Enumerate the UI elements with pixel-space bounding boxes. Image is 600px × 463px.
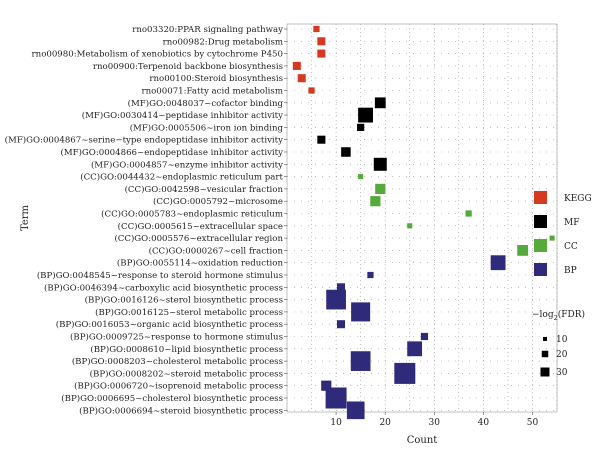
data-point — [549, 235, 555, 241]
term-label: rno00900:Terpenoid backbone biosynthesis — [93, 62, 283, 72]
data-point — [374, 97, 386, 109]
data-point — [336, 283, 346, 292]
term-label: (MF)GO:0004866~endopeptidase inhibitor a… — [60, 147, 283, 158]
term-label: (BP)GO:0055114~oxidation reduction — [117, 258, 284, 269]
term-label: (MF)GO:0004857~enzyme inhibitor activity — [91, 159, 283, 170]
term-label: (BP)GO:0008610~lipid biosynthetic proces… — [90, 344, 283, 355]
data-point — [490, 255, 506, 271]
term-label: (MF)GO:0005506~iron ion binding — [130, 122, 284, 133]
term-label: (MF)GO:0030414~peptidase inhibitor activ… — [82, 110, 283, 121]
term-label: rno00071:Fatty acid metabolism — [141, 87, 283, 97]
legend-swatch-cc — [534, 239, 547, 252]
term-label: (BP)GO:0006695~cholesterol biosynthetic … — [61, 393, 283, 404]
data-point — [375, 183, 386, 194]
legend-swatch-bp — [534, 263, 547, 276]
data-point — [407, 341, 423, 357]
x-axis-ticks: 10 20 30 40 50 — [330, 412, 538, 428]
data-point — [370, 196, 381, 207]
legend-swatch-mf — [534, 215, 547, 228]
data-point — [326, 289, 346, 310]
x-tick-label: 20 — [379, 418, 391, 428]
data-point — [313, 25, 320, 33]
data-point — [373, 157, 387, 171]
term-label: (CC)GO:0044432~endoplasmic reticulum par… — [80, 172, 283, 183]
term-label: (BP)GO:0046394~carboxylic acid biosynthe… — [44, 282, 283, 293]
x-tick-label: 10 — [330, 418, 342, 428]
data-point — [358, 107, 373, 123]
data-point — [351, 302, 371, 322]
term-label: (BP)GO:0016053~organic acid biosynthetic… — [56, 319, 283, 330]
size-legend-label: 20 — [556, 350, 568, 360]
grid — [287, 24, 558, 412]
term-label: (BP)GO:0008202~steroid metabolic process — [90, 368, 283, 379]
term-label: (CC)GO:0000267~cell fraction — [149, 245, 284, 256]
data-point — [346, 401, 365, 420]
term-label: (BP)GO:0006694~steroid biosynthetic proc… — [79, 405, 283, 416]
data-points — [292, 25, 555, 420]
term-label: (BP)GO:0006720~isoprenoid metabolic proc… — [74, 381, 283, 392]
legend-label-bp: BP — [564, 266, 577, 276]
term-label: (MF)GO:0048037~cofactor binding — [128, 98, 284, 109]
size-legend-title: −log2(FDR) — [532, 309, 585, 322]
term-label: (BP)GO:0016126~sterol biosynthetic proce… — [85, 295, 283, 306]
size-legend-marker — [540, 367, 550, 377]
term-label: (CC)GO:0005576~extracellular region — [114, 233, 283, 244]
legend: KEGG MF CC BP −log2(FDR) 10 20 30 — [532, 191, 592, 378]
data-point — [420, 332, 429, 341]
data-point — [317, 49, 326, 58]
data-point — [358, 174, 364, 180]
term-label: (BP)GO:0009725~response to hormone stimu… — [70, 332, 283, 343]
term-label: (CC)GO:0005783~endoplasmic reticulum — [101, 209, 283, 220]
term-label: (MF)GO:0004867~serine−type endopeptidase… — [5, 135, 283, 146]
term-label: rno00980:Metabolism of xenobiotics by cy… — [32, 50, 283, 60]
size-legend-label: 30 — [556, 368, 568, 378]
data-point — [292, 61, 301, 70]
plot-frame — [286, 23, 558, 413]
data-point — [317, 37, 326, 46]
data-point — [367, 271, 374, 279]
term-label: (CC)GO:0042598~vesicular fraction — [125, 184, 284, 195]
term-label: (BP)GO:0008203~cholesterol metabolic pro… — [72, 356, 283, 367]
data-point — [357, 123, 365, 131]
data-point — [336, 320, 346, 329]
data-point — [407, 223, 413, 229]
size-legend-marker — [543, 337, 547, 341]
legend-swatch-kegg — [534, 191, 547, 204]
x-tick-label: 30 — [429, 418, 441, 428]
data-point — [465, 210, 472, 217]
term-label: (BP)GO:0016125~sterol metabolic process — [95, 307, 283, 318]
data-point — [308, 87, 315, 94]
legend-label-mf: MF — [564, 218, 579, 228]
size-legend-label: 10 — [556, 335, 568, 345]
term-label: (BP)GO:0048545~response to steroid hormo… — [37, 270, 283, 281]
data-point — [317, 135, 326, 144]
data-point — [350, 351, 371, 371]
data-point — [341, 147, 351, 157]
size-legend-marker — [541, 350, 549, 358]
x-tick-label: 50 — [527, 418, 539, 428]
y-axis-title: Term — [20, 204, 31, 231]
term-labels: rno03320:PPAR signaling pathway rno00982:… — [5, 25, 287, 416]
data-point — [297, 74, 306, 83]
x-tick-label: 40 — [478, 418, 490, 428]
term-label: rno03320:PPAR signaling pathway — [132, 25, 283, 35]
data-point — [321, 380, 332, 391]
data-point — [394, 362, 416, 384]
legend-label-cc: CC — [564, 242, 578, 252]
term-label: (CC)GO:0005792~microsome — [153, 196, 283, 207]
term-label: (CC)GO:0005615~extracellular space — [118, 221, 283, 232]
term-label: rno00100:Steroid biosynthesis — [149, 74, 283, 84]
legend-label-kegg: KEGG — [564, 194, 592, 204]
data-point — [325, 387, 347, 409]
data-point — [517, 245, 529, 256]
term-label: rno00982:Drug metabolism — [163, 37, 283, 47]
x-axis-title: Count — [407, 435, 438, 446]
